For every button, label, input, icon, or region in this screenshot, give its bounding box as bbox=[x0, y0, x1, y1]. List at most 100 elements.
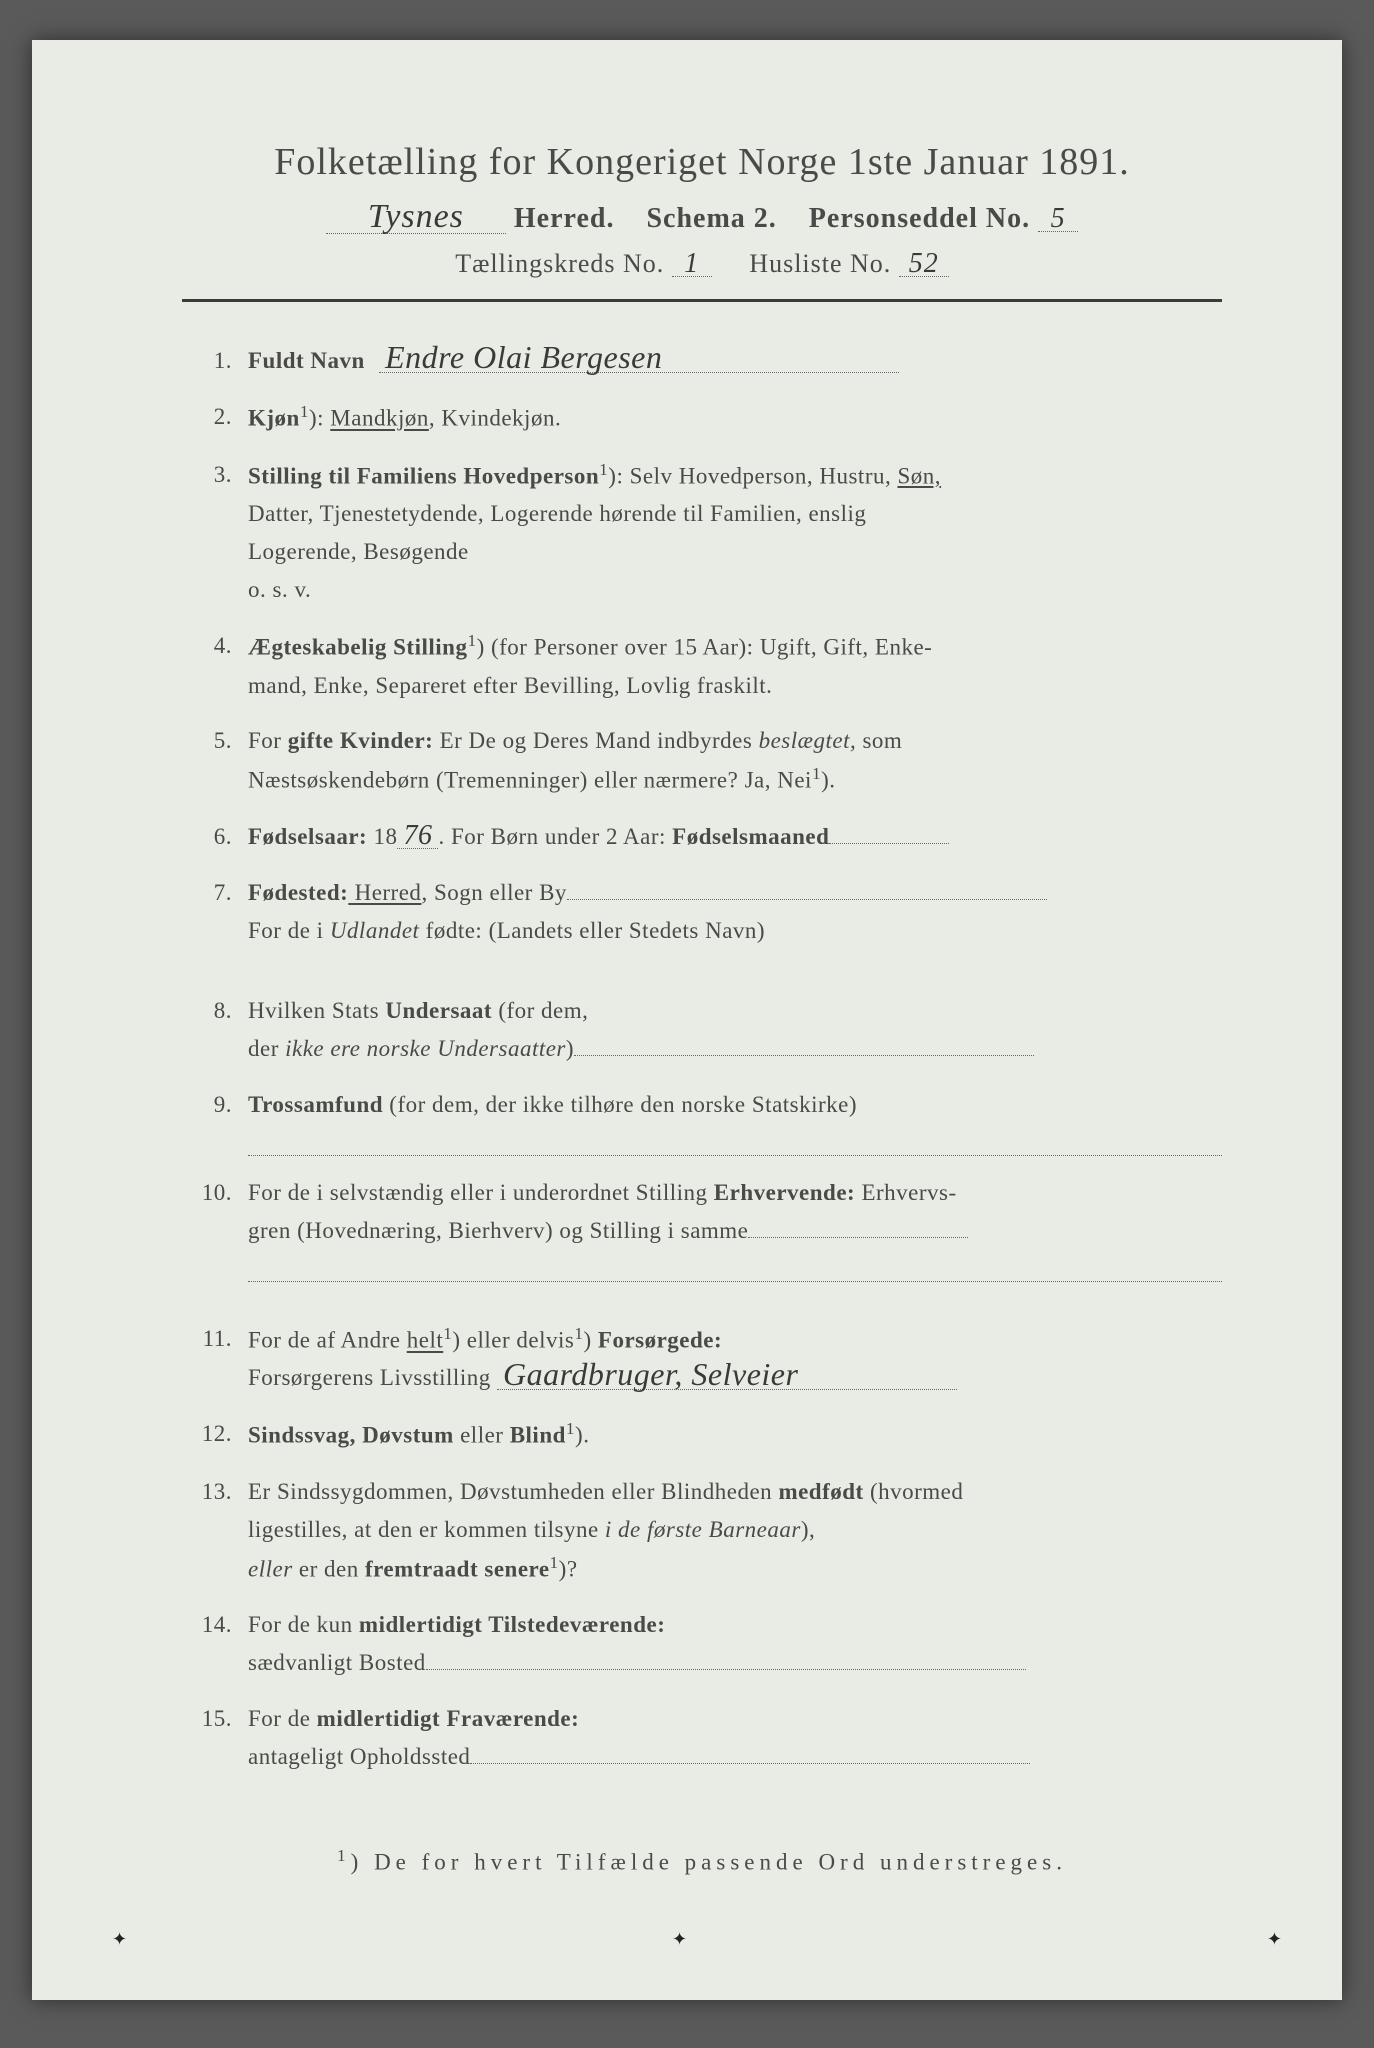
item-10: 10. For de i selvstændig eller i underor… bbox=[192, 1174, 1222, 1282]
label-fravaerende: midlertidigt Fraværende: bbox=[317, 1706, 580, 1731]
text: For de i bbox=[248, 918, 330, 943]
blank-line bbox=[426, 1650, 1026, 1671]
text: ): bbox=[309, 406, 330, 431]
text: (hvormed bbox=[864, 1479, 964, 1504]
label-fuldt-navn: Fuldt Navn bbox=[248, 348, 365, 373]
text: Er De og Deres Mand indbyrdes bbox=[433, 728, 758, 753]
footnote-marker: 1 bbox=[337, 1846, 351, 1865]
item-number: 12. bbox=[192, 1415, 248, 1455]
item-number: 14. bbox=[192, 1606, 248, 1682]
item-number: 5. bbox=[192, 722, 248, 800]
item-15: 15. For de midlertidigt Fraværende: anta… bbox=[192, 1700, 1222, 1776]
text: , Kvindekjøn. bbox=[429, 406, 561, 431]
text: Næstsøskendebørn (Tremenninger) eller næ… bbox=[248, 768, 812, 793]
item-number: 15. bbox=[192, 1700, 248, 1776]
item-13: 13. Er Sindssygdommen, Døvstumheden elle… bbox=[192, 1473, 1222, 1588]
item-number: 1. bbox=[192, 342, 248, 380]
census-form-page: Folketælling for Kongeriget Norge 1ste J… bbox=[32, 40, 1342, 2000]
text: 18 bbox=[367, 824, 397, 849]
blank-line bbox=[248, 1124, 1222, 1156]
text: antageligt Opholdssted bbox=[248, 1744, 470, 1769]
herred-label: Herred. bbox=[514, 203, 615, 234]
label-forsorgede: Forsørgede: bbox=[598, 1328, 722, 1353]
header-line-2: Tysnes Herred. Schema 2. Personseddel No… bbox=[182, 202, 1222, 235]
item-12: 12. Sindssvag, Døvstum eller Blind1). bbox=[192, 1415, 1222, 1455]
text: ). bbox=[821, 768, 835, 793]
selected-mandkjon: Mandkjøn bbox=[330, 406, 429, 431]
label-kjon: Kjøn bbox=[248, 406, 300, 431]
text: der bbox=[248, 1036, 285, 1061]
form-title: Folketælling for Kongeriget Norge 1ste J… bbox=[182, 140, 1222, 184]
text: ). bbox=[575, 1423, 589, 1448]
item-number: 2. bbox=[192, 398, 248, 438]
item-number: 6. bbox=[192, 818, 248, 856]
text: ): Selv Hovedperson, Hustru, bbox=[608, 463, 897, 488]
blank-line bbox=[248, 1250, 1222, 1282]
item-11: 11. For de af Andre helt1) eller delvis1… bbox=[192, 1320, 1222, 1398]
item-5: 5. For gifte Kvinder: Er De og Deres Man… bbox=[192, 722, 1222, 800]
text: ) bbox=[566, 1036, 574, 1061]
pin-mark: ✦ bbox=[1267, 1929, 1282, 1950]
text: Erhvervs- bbox=[855, 1180, 956, 1205]
text: , Sogn eller By bbox=[421, 880, 567, 905]
item-1: 1. Fuldt Navn Endre Olai Bergesen bbox=[192, 342, 1222, 380]
label-stilling: Stilling til Familiens Hovedperson bbox=[248, 463, 599, 488]
text-italic: eller bbox=[248, 1557, 293, 1582]
item-number: 9. bbox=[192, 1086, 248, 1156]
item-4: 4. Ægteskabelig Stilling1) (for Personer… bbox=[192, 627, 1222, 705]
label-erhvervende: Erhvervende: bbox=[714, 1180, 855, 1205]
selected-son: Søn, bbox=[897, 463, 941, 488]
kreds-label: Tællingskreds No. bbox=[455, 249, 664, 278]
label-undersaat: Undersaat bbox=[385, 998, 492, 1023]
blank-line bbox=[748, 1217, 968, 1238]
footnote-ref: 1 bbox=[443, 1324, 452, 1343]
item-7: 7. Fødested: Herred, Sogn eller By For d… bbox=[192, 874, 1222, 950]
schema-label: Schema 2. bbox=[646, 203, 776, 234]
label-medfodt: medfødt bbox=[778, 1479, 863, 1504]
kreds-no: 1 bbox=[672, 251, 712, 277]
text-italic: i de første Barneaar bbox=[605, 1517, 801, 1542]
personseddel-label: Personseddel No. bbox=[809, 203, 1030, 234]
text: For de kun bbox=[248, 1612, 359, 1637]
item-number: 11. bbox=[192, 1320, 248, 1398]
text: fødte: (Landets eller Stedets Navn) bbox=[419, 918, 765, 943]
label-aegteskab: Ægteskabelig Stilling bbox=[248, 635, 467, 660]
text: )? bbox=[559, 1557, 578, 1582]
text-italic: Udlandet bbox=[330, 918, 420, 943]
footnote-ref: 1 bbox=[300, 402, 309, 421]
text: ) eller delvis bbox=[452, 1328, 574, 1353]
text: For de bbox=[248, 1706, 317, 1731]
value-year: 76 bbox=[397, 823, 438, 849]
footnote-text: ) De for hvert Tilfælde passende Ord und… bbox=[351, 1850, 1067, 1875]
value-livsstilling: Gaardbruger, Selveier bbox=[497, 1360, 957, 1390]
blank-line bbox=[574, 1035, 1034, 1056]
text: For de af Andre bbox=[248, 1328, 407, 1353]
selected-herred: Herred bbox=[348, 880, 421, 905]
label-trossamfund: Trossamfund bbox=[248, 1092, 383, 1117]
header-rule bbox=[182, 299, 1222, 302]
item-8: 8. Hvilken Stats Undersaat (for dem, der… bbox=[192, 992, 1222, 1068]
footnote-ref: 1 bbox=[550, 1553, 559, 1572]
text: gren (Hovednæring, Bierhverv) og Stillin… bbox=[248, 1218, 748, 1243]
form-body: 1. Fuldt Navn Endre Olai Bergesen 2. Kjø… bbox=[182, 342, 1222, 1776]
selected-helt: helt bbox=[407, 1328, 444, 1353]
footnote-ref: 1 bbox=[566, 1419, 575, 1438]
text: ligestilles, at den er kommen tilsyne bbox=[248, 1517, 605, 1542]
text: sædvanligt Bosted bbox=[248, 1650, 426, 1675]
husliste-no: 52 bbox=[899, 251, 949, 277]
value-name: Endre Olai Bergesen bbox=[379, 343, 899, 373]
spacer bbox=[192, 1300, 1222, 1320]
form-header: Folketælling for Kongeriget Norge 1ste J… bbox=[182, 140, 1222, 279]
spacer bbox=[192, 968, 1222, 992]
pin-mark: ✦ bbox=[112, 1929, 127, 1950]
item-number: 4. bbox=[192, 627, 248, 705]
item-number: 10. bbox=[192, 1174, 248, 1282]
text: ) bbox=[583, 1328, 597, 1353]
text: er den bbox=[293, 1557, 365, 1582]
item-number: 13. bbox=[192, 1473, 248, 1588]
text: Logerende, Besøgende bbox=[248, 539, 469, 564]
pin-mark: ✦ bbox=[672, 1929, 687, 1950]
text: For de i selvstændig eller i underordnet… bbox=[248, 1180, 714, 1205]
item-number: 7. bbox=[192, 874, 248, 950]
item-9: 9. Trossamfund (for dem, der ikke tilhør… bbox=[192, 1086, 1222, 1156]
